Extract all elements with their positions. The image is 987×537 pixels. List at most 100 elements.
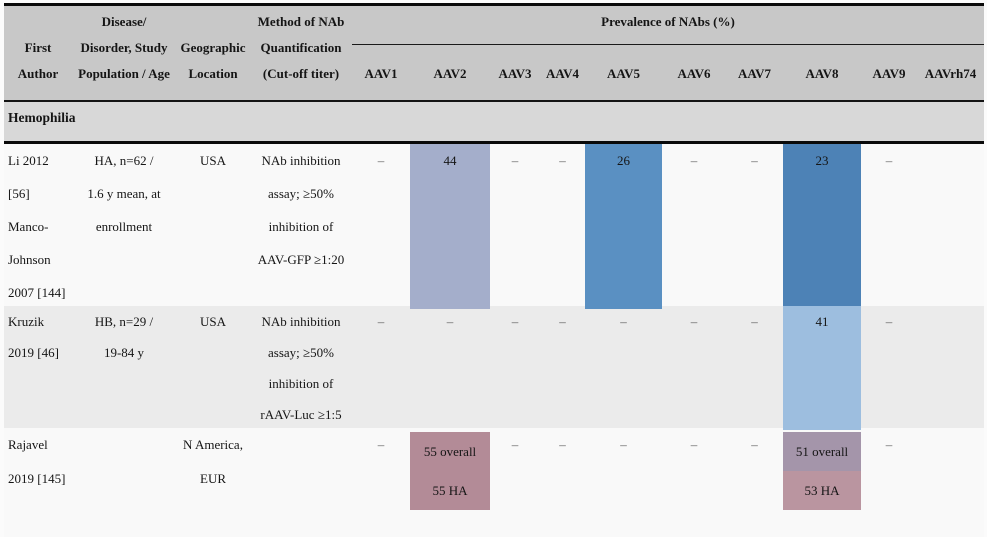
cell-location: N America, EUR bbox=[183, 437, 243, 486]
value-text: – bbox=[885, 153, 893, 168]
value-text: – bbox=[511, 314, 519, 329]
highlight-aav2: – bbox=[410, 306, 490, 430]
value-text: – bbox=[690, 437, 698, 452]
highlight-aav8: 51 overall 53 HA bbox=[783, 432, 861, 510]
value-cell-aav7: – bbox=[726, 144, 783, 309]
highlight-aav5: – bbox=[585, 306, 662, 430]
table-row: Li 2012 [56] Manco- Johnson 2007 [144] HA, n… bbox=[4, 144, 984, 309]
value-cell-aav7: – bbox=[726, 428, 783, 537]
value-text: 55 overall bbox=[423, 443, 477, 459]
value-text: – bbox=[690, 314, 698, 329]
highlight-aav3: – bbox=[490, 306, 540, 430]
highlight-aav4: – bbox=[540, 306, 585, 430]
col-header-aav2: AAV2 bbox=[433, 66, 467, 81]
value-cell-aav4: – bbox=[540, 144, 585, 309]
value-text: – bbox=[885, 314, 893, 329]
col-header-geographic: Geographic Location bbox=[180, 40, 246, 81]
highlight-aav5: – bbox=[585, 428, 662, 537]
highlight-aav4: – bbox=[540, 428, 585, 537]
value-cell-aav5: 26 bbox=[585, 144, 662, 309]
highlight-aav3: – bbox=[490, 144, 540, 309]
col-header-aav4: AAV4 bbox=[546, 66, 579, 81]
value-cell-aav2: 55 overall 55 HA bbox=[410, 428, 490, 537]
value-text: – bbox=[377, 437, 385, 452]
highlight-segment-top: 55 overall bbox=[410, 432, 490, 471]
col-header-aav3: AAV3 bbox=[498, 66, 532, 81]
value-cell-aav8: 51 overall 53 HA bbox=[783, 428, 861, 537]
value-text: – bbox=[511, 437, 519, 452]
col-header-aav9: AAV9 bbox=[872, 66, 906, 81]
value-text: – bbox=[559, 153, 566, 168]
highlight-aav9: – bbox=[861, 428, 917, 537]
value-text: – bbox=[559, 314, 566, 329]
cell-disease bbox=[72, 428, 176, 537]
section-row-hemophilia: Hemophilia bbox=[4, 102, 984, 141]
cell-method: NAb inhibition assay; ≥50% inhibition of rA… bbox=[260, 314, 342, 422]
table-top-border bbox=[4, 3, 984, 6]
value-cell-aav5: – bbox=[585, 428, 662, 537]
value-text: – bbox=[620, 314, 627, 329]
cell-disease: HA, n=62 /1.6 y mean, at enrollment bbox=[87, 153, 161, 234]
value-text: 23 bbox=[815, 153, 829, 168]
highlight-aavrh74 bbox=[917, 306, 984, 430]
col-header-aavrh74: AAVrh74 bbox=[924, 66, 977, 81]
value-text: – bbox=[751, 314, 758, 329]
highlight-aavrh74 bbox=[917, 428, 984, 537]
value-cell-aav1: – bbox=[352, 428, 410, 537]
table-header: First Author Disease/Disorder, Study Popul… bbox=[4, 6, 984, 100]
col-header-method: Method of NAb Quantification (Cut-off tite… bbox=[257, 14, 345, 81]
value-cell-aavrh74 bbox=[917, 144, 984, 309]
serotype-header-row: AAV1 AAV2 AAV3 AAV4 AAV5 AAV6 AAV7 AAV8 … bbox=[352, 45, 984, 103]
value-text: – bbox=[446, 314, 454, 329]
col-header-aav8: AAV8 bbox=[805, 66, 839, 81]
nab-prevalence-table: First Author Disease/Disorder, Study Popul… bbox=[4, 3, 984, 537]
header-divider bbox=[4, 100, 984, 102]
col-header-aav5: AAV5 bbox=[607, 66, 640, 81]
table-row: Kruzik 2019 [46] HB, n=29 /19-84 y USA NA… bbox=[4, 306, 984, 430]
cell-first-author: Kruzik 2019 [46] bbox=[8, 314, 59, 360]
value-text: – bbox=[377, 314, 385, 329]
value-text: – bbox=[885, 437, 893, 452]
highlight-segment-top: 51 overall bbox=[783, 432, 861, 471]
cell-first-author: Li 2012 [56] Manco- Johnson 2007 [144] bbox=[8, 153, 66, 300]
highlight-aav5: 26 bbox=[585, 144, 662, 309]
highlight-aav2: 44 bbox=[410, 144, 490, 309]
highlight-aav8: 41 bbox=[783, 306, 861, 430]
highlight-aav9: – bbox=[861, 306, 917, 430]
value-text: 44 bbox=[443, 153, 457, 168]
value-cell-aavrh74 bbox=[917, 306, 984, 430]
value-cell-aav2: 44 bbox=[410, 144, 490, 309]
value-cell-aav4: – bbox=[540, 428, 585, 537]
highlight-aav8: 23 bbox=[783, 144, 861, 309]
highlight-aav7: – bbox=[726, 428, 783, 537]
value-cell-aav1: – bbox=[352, 144, 410, 309]
cell-method bbox=[250, 428, 352, 537]
col-header-first-author: First Author bbox=[17, 40, 59, 81]
cell-location: USA bbox=[199, 153, 226, 168]
value-cell-aav9: – bbox=[861, 306, 917, 430]
highlight-aav6: – bbox=[662, 306, 726, 430]
highlight-aav1: – bbox=[352, 306, 410, 430]
value-cell-aav6: – bbox=[662, 428, 726, 537]
highlight-aav7: – bbox=[726, 144, 783, 309]
value-text: 26 bbox=[617, 153, 630, 168]
value-cell-aav3: – bbox=[490, 306, 540, 430]
value-cell-aav1: – bbox=[352, 306, 410, 430]
value-cell-aav6: – bbox=[662, 306, 726, 430]
value-cell-aav8: 41 bbox=[783, 306, 861, 430]
prevalence-group-title: Prevalence of NAbs (%) bbox=[601, 14, 735, 29]
value-text: – bbox=[377, 153, 385, 168]
value-cell-aav3: – bbox=[490, 428, 540, 537]
value-text: 51 overall bbox=[795, 443, 849, 459]
value-cell-aav7: – bbox=[726, 306, 783, 430]
value-text: 41 bbox=[815, 314, 829, 329]
col-header-aav7: AAV7 bbox=[738, 66, 771, 81]
col-header-aav1: AAV1 bbox=[364, 66, 398, 81]
cell-first-author: Rajavel 2019 [145] bbox=[8, 437, 66, 486]
prevalence-group-underline bbox=[352, 44, 984, 45]
cell-location: USA bbox=[199, 314, 226, 329]
value-text: 53 HA bbox=[804, 482, 840, 498]
highlight-aav1: – bbox=[352, 428, 410, 537]
section-divider bbox=[4, 141, 984, 144]
highlight-aav6: – bbox=[662, 428, 726, 537]
